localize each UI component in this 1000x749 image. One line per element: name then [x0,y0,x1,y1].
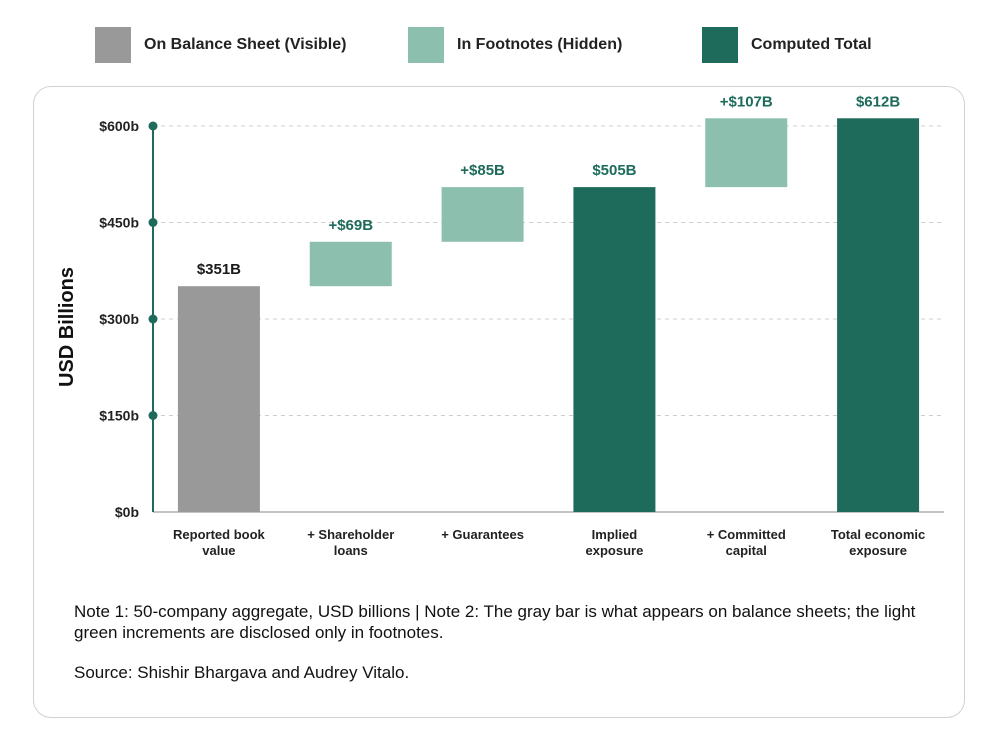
y-tick-label: $450b [99,215,139,231]
y-tick-label: $150b [99,408,139,424]
x-tick-label: Total economic [831,527,925,542]
x-tick-label: capital [726,543,767,558]
source-text: Source: Shishir Bhargava and Audrey Vita… [74,663,410,682]
legend-swatch-total [702,27,738,63]
y-tick-dot-150 [148,411,158,420]
bar-hidden [441,187,524,242]
legend-item-visible: On Balance Sheet (Visible) [95,27,346,63]
y-tick-dot-450 [148,218,158,227]
bar-total [573,187,656,512]
bar-total [837,118,920,512]
y-tick-label: $600b [99,118,139,134]
legend-item-hidden: In Footnotes (Hidden) [408,27,622,63]
legend-swatch-hidden [408,27,444,63]
x-tick-label: exposure [849,543,907,558]
legend-label-hidden: In Footnotes (Hidden) [457,36,623,53]
bar-visible [177,286,260,512]
x-tick-label: exposure [586,543,644,558]
bar-value-label: $612B [856,93,900,110]
y-tick-dot-300 [148,314,158,324]
bar-value-label: +$85B [460,162,505,179]
x-tick-label: + Committed [707,527,786,542]
y-tick-dot-600 [148,121,158,131]
bar-value-label: +$69B [328,217,373,234]
legend: On Balance Sheet (Visible) In Footnotes … [0,0,1000,90]
bar-value-label: +$107B [720,93,773,110]
legend-label-visible: On Balance Sheet (Visible) [144,36,347,53]
legend-swatch-visible [95,27,131,63]
notes: Note 1: 50-company aggregate, USD billio… [74,601,954,683]
bar-hidden [309,241,392,287]
legend-label-total: Computed Total [751,36,872,53]
x-tick-label: loans [334,543,368,558]
x-tick-label: Implied [592,527,638,542]
x-tick-label: Reported book [173,527,265,542]
x-tick-label: + Guarantees [441,527,524,542]
bar-hidden [705,118,788,188]
x-tick-label: value [202,543,235,558]
y-tick-label: $0b [115,504,139,520]
x-tick-label: + Shareholder [307,527,394,542]
y-tick-label: $300b [99,311,139,327]
note-text: Note 1: 50-company aggregate, USD billio… [74,602,916,642]
legend-item-total: Computed Total [702,27,872,63]
bar-value-label: $505B [592,162,636,179]
bar-value-label: $351B [197,261,241,278]
y-axis-title: USD Billions [56,267,78,387]
